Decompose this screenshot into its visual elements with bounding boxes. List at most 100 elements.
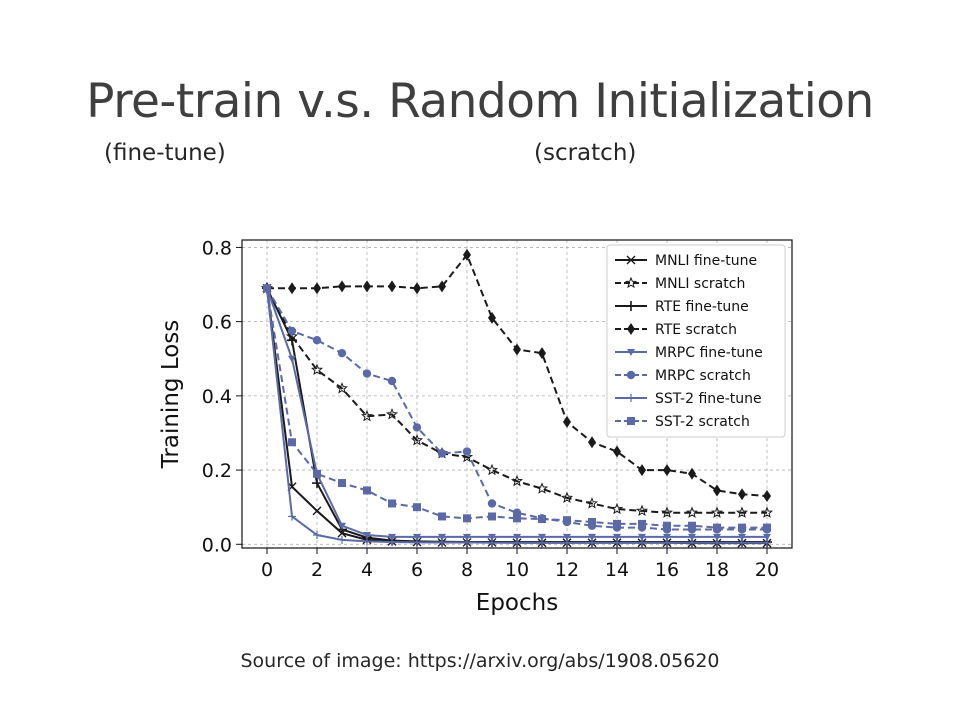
data-point [338,479,346,488]
data-point [613,519,621,528]
data-point [738,538,746,547]
data-point [538,515,546,524]
data-point [337,348,347,358]
legend-label: MNLI scratch [655,276,745,292]
data-point [660,506,674,518]
data-point [410,434,424,446]
training-loss-chart: 0 2 4 6 8 10 12 14 16 18 200.00.20.40.60.8 Epochs … [158,237,793,616]
legend-label: RTE scratch [655,322,737,338]
x-tick-label: 10 [505,559,529,581]
data-point [388,533,396,541]
y-tick-label: 0.2 [202,460,232,482]
data-point [513,514,521,523]
data-point [638,464,646,477]
data-point [610,502,624,515]
data-point [388,280,396,293]
data-point [513,343,521,356]
legend-marker [624,276,638,289]
data-point [460,450,474,463]
y-tick-label: 0.6 [202,312,232,334]
data-point [588,533,596,541]
data-point [438,280,446,293]
data-point [488,538,496,547]
legend-marker [627,417,635,425]
legend-label: MRPC fine-tune [655,345,763,361]
data-point [338,522,346,530]
data-point [738,488,746,501]
data-point [288,355,296,363]
data-point [538,533,546,541]
data-point [485,463,499,476]
legend-marker [626,301,636,311]
data-point [635,504,649,517]
data-point [413,538,421,547]
data-point [563,538,571,547]
legend: MNLI fine-tune MNLI scratch RTE fine-tune R… [606,244,786,438]
legend-box [606,244,786,438]
data-point [613,533,621,541]
data-point [385,408,399,420]
data-point [738,523,746,532]
data-point [510,474,524,487]
data-point [688,467,696,480]
data-point [313,531,321,540]
data-point [688,521,696,530]
data-point [638,538,646,547]
legend-label: SST-2 scratch [655,414,750,430]
data-point [413,503,421,512]
data-point [462,447,472,456]
data-point [263,284,271,293]
data-point [437,449,447,458]
data-point [338,280,346,293]
y-tick-label: 0.4 [202,386,232,408]
data-point [663,521,671,530]
y-axis-title: Training Loss [158,320,184,470]
x-tick-label: 0 [261,559,273,581]
data-point [363,532,371,540]
x-tick-label: 18 [705,559,729,581]
data-point [488,311,496,324]
data-point [638,533,646,541]
data-point [438,512,446,521]
data-point [688,538,696,547]
x-tick-label: 6 [411,559,423,581]
data-point [563,533,571,541]
data-point [338,535,346,544]
legend-item: RTE fine-tune [615,299,749,315]
legend-label: MRPC scratch [655,368,751,384]
data-point [538,347,546,360]
series-sst-2-scratch [263,284,771,532]
data-point [588,538,596,547]
data-point [585,497,599,509]
series-rte-scratch [263,248,771,503]
data-point [663,533,671,541]
data-point [312,335,322,345]
data-point [362,369,372,378]
data-point [663,538,671,547]
data-point [760,506,774,518]
legend-marker [627,349,635,356]
data-point [412,423,422,432]
legend-label: MNLI fine-tune [655,253,757,269]
series-line [266,288,767,529]
x-tick-label: 14 [605,559,629,581]
series-line [266,287,767,531]
data-point [388,499,396,508]
data-point [513,538,521,547]
x-axis-title: Epochs [476,590,558,616]
x-tick-label: 20 [755,559,779,581]
data-point [663,464,671,477]
data-point [363,486,371,495]
subtitle-fine-tune: (fine-tune) [104,140,226,166]
legend-item: MRPC scratch [615,368,751,384]
data-point [288,438,296,447]
data-point [638,519,646,528]
data-point [313,282,321,295]
series-lines [260,248,774,548]
x-tick-label: 12 [555,559,579,581]
data-point [287,326,297,336]
data-point [563,516,571,525]
data-point [563,415,571,428]
x-tick-label: 4 [361,559,373,581]
data-point [713,523,721,532]
